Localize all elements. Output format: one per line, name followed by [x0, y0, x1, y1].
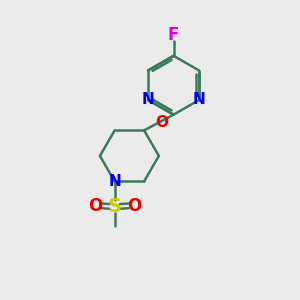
Text: O: O [155, 115, 168, 130]
Text: N: N [142, 92, 154, 107]
Text: N: N [193, 92, 206, 107]
Text: N: N [108, 174, 121, 189]
Text: O: O [88, 197, 103, 215]
Text: S: S [108, 197, 122, 216]
Text: F: F [168, 26, 179, 44]
Text: O: O [127, 197, 141, 215]
